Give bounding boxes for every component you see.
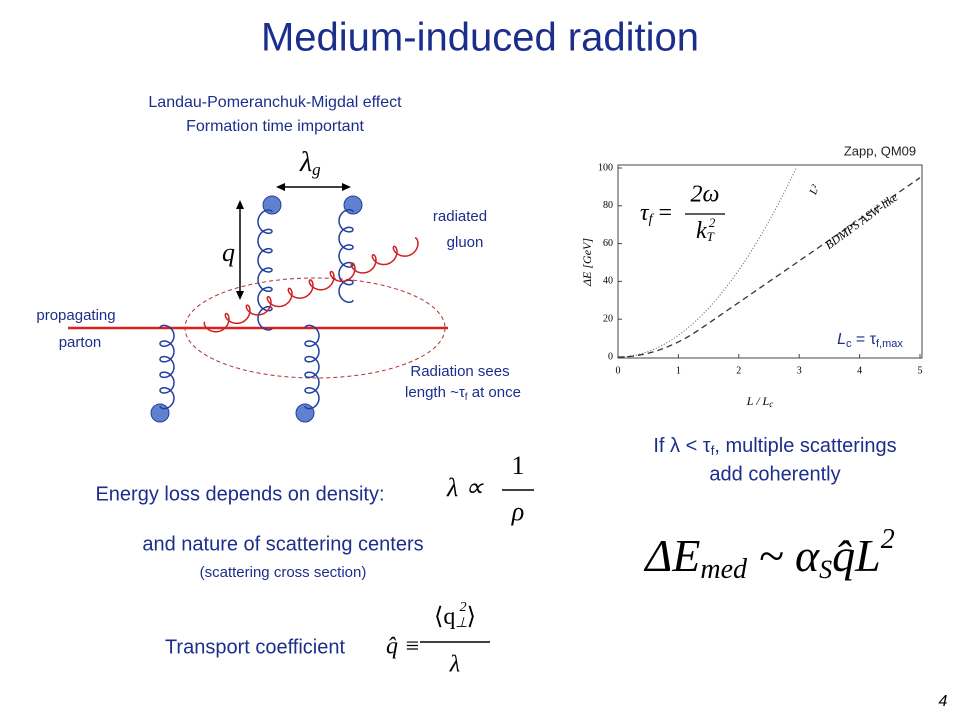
sub: f <box>465 392 468 403</box>
diagram: λg q <box>68 147 448 423</box>
eloss-formula: ΔEmed ~ αSq̂L2 <box>643 524 894 585</box>
gluon-coil <box>159 324 175 410</box>
label: Radiation sees <box>410 363 509 380</box>
source: Zapp, QM09 <box>844 143 916 158</box>
y-tick-label: 60 <box>603 238 613 249</box>
formula: τf = 2ω kT2 <box>640 182 725 244</box>
x-tick-label: 4 <box>857 365 862 376</box>
y-tick-label: 100 <box>598 162 613 173</box>
lpm-line: Formation time important <box>186 118 364 135</box>
lambda: λ <box>299 147 312 178</box>
part: τ <box>640 200 650 226</box>
part: ⟩ <box>467 604 476 630</box>
num: 1 <box>512 451 525 480</box>
sup: 2 <box>709 215 716 230</box>
nature-text: (scattering cross section) <box>200 564 367 581</box>
plot-frame <box>617 164 923 359</box>
gluon-coil <box>338 208 354 304</box>
part: ΔE <box>643 530 700 581</box>
transport-text: Transport coefficient <box>165 636 346 658</box>
y-tick-label: 0 <box>608 351 613 362</box>
formula-lhs: λ ∝ <box>446 473 484 502</box>
part: L <box>837 331 846 348</box>
density-text: Energy loss depends on density: <box>95 483 384 505</box>
x-axis-label: L / Lc <box>746 394 773 409</box>
part: τf = <box>640 200 672 228</box>
lc-label: Lc = τf,max <box>837 331 903 350</box>
y-axis-label: ΔE [GeV] <box>580 238 594 287</box>
label: length ~τf at once <box>405 384 521 403</box>
num: ⟨q⊥2⟩ <box>434 600 476 631</box>
part: at once <box>468 384 521 401</box>
curve-label: L² <box>807 183 822 198</box>
sub: T <box>707 229 715 244</box>
x-tick-label: 5 <box>918 365 923 376</box>
part: = τ <box>851 331 876 348</box>
sup: 2 <box>460 600 467 615</box>
sub: c <box>769 399 773 409</box>
coherent-line: If λ < τf, multiple scatterings <box>653 435 896 458</box>
sub: f <box>711 443 715 458</box>
part: ⟨q <box>434 604 455 630</box>
label: radiated <box>433 208 487 225</box>
formula-lhs: q̂ ≡ <box>386 634 420 660</box>
gluon-coil <box>304 324 320 410</box>
plot <box>617 164 923 359</box>
curve <box>617 167 797 358</box>
x-tick-label: 1 <box>676 365 681 376</box>
den: kT2 <box>696 215 716 244</box>
part: k <box>696 218 707 244</box>
part: q̂L <box>832 530 881 581</box>
y-tick-label: 40 <box>603 276 613 287</box>
nature-text: and nature of scattering centers <box>142 533 423 555</box>
lpm-line: Landau-Pomeranchuk-Migdal effect <box>148 94 402 111</box>
gluon-coil <box>203 237 419 333</box>
label: parton <box>59 334 102 351</box>
den: λ <box>449 652 460 678</box>
den: ρ <box>511 497 524 526</box>
part: L / L <box>746 394 770 408</box>
curve <box>617 177 921 358</box>
part: = <box>658 200 672 226</box>
gluon-coil <box>257 209 273 331</box>
sup: 2 <box>881 524 895 555</box>
x-tick-label: 0 <box>616 365 621 376</box>
num: 2ω <box>691 182 720 208</box>
coherent-line: add coherently <box>709 463 840 485</box>
part: ~ α <box>747 530 820 581</box>
title: Medium-induced radition <box>261 16 699 60</box>
y-tick-label: 20 <box>603 313 613 324</box>
part: If λ < τ <box>653 435 710 457</box>
sub: ⊥ <box>455 616 467 631</box>
sub: c <box>846 338 852 350</box>
page-number: 4 <box>939 693 948 710</box>
arrow-head <box>276 183 351 191</box>
label: propagating <box>36 307 115 324</box>
sub: f,max <box>876 338 903 350</box>
sub: f <box>649 212 655 227</box>
x-tick-label: 3 <box>797 365 802 376</box>
lambda-label: λg <box>299 147 321 178</box>
y-tick-label: 80 <box>603 200 613 211</box>
sub: S <box>819 555 832 584</box>
curve-label: BDMPS ASW-like <box>822 190 901 252</box>
part: length ~τ <box>405 384 465 401</box>
q-label: q <box>222 238 235 267</box>
part: , multiple scatterings <box>714 435 896 457</box>
x-tick-label: 2 <box>736 365 741 376</box>
sub: med <box>700 554 748 585</box>
label: gluon <box>447 234 484 251</box>
lambda-sub: g <box>312 160 321 179</box>
